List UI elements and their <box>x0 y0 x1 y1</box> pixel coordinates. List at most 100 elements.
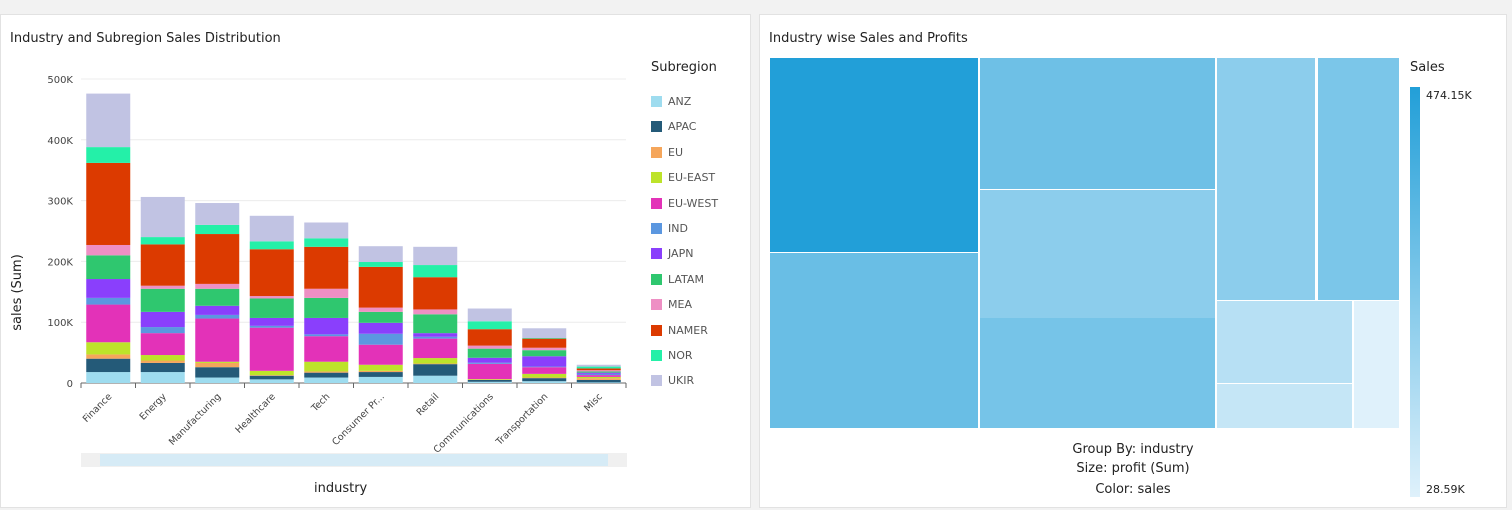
treemap-tile-consumer-products[interactable] <box>980 190 1215 318</box>
bar-segment-ind[interactable] <box>358 333 403 345</box>
bar-segment-ukir[interactable] <box>249 215 294 242</box>
treemap-tile-misc[interactable] <box>1354 301 1399 428</box>
bar-segment-eu[interactable] <box>195 362 240 368</box>
bar-segment-eu-east[interactable] <box>576 376 621 379</box>
treemap-tile-tech[interactable] <box>1318 58 1399 300</box>
bar-segment-latam[interactable] <box>304 297 349 318</box>
bar-segment-japn[interactable] <box>522 356 567 367</box>
bar-segment-nor[interactable] <box>467 321 512 330</box>
bar-segment-nor[interactable] <box>413 265 458 278</box>
bar-segment-namer[interactable] <box>86 162 131 245</box>
bar-segment-latam[interactable] <box>522 350 567 357</box>
legend-item-ind[interactable]: IND <box>651 222 688 235</box>
bar-segment-japn[interactable] <box>304 317 349 335</box>
bar-segment-ukir[interactable] <box>195 203 240 225</box>
bar-segment-eu-west[interactable] <box>86 304 131 343</box>
bar-segment-nor[interactable] <box>522 338 567 339</box>
bar-segment-mea[interactable] <box>304 288 349 298</box>
bar-segment-nor[interactable] <box>86 147 131 163</box>
bar-segment-japn[interactable] <box>86 279 131 298</box>
bar-segment-namer[interactable] <box>304 246 349 289</box>
bar-segment-namer[interactable] <box>140 244 185 286</box>
bar-segment-apac[interactable] <box>467 379 512 382</box>
bar-segment-anz[interactable] <box>304 377 349 383</box>
bar-segment-mea[interactable] <box>249 296 294 299</box>
bar-segment-apac[interactable] <box>249 375 294 380</box>
bar-segment-eu-east[interactable] <box>358 364 403 371</box>
bar-segment-eu-west[interactable] <box>195 318 240 362</box>
bar-segment-japn[interactable] <box>576 372 621 374</box>
bar-segment-ind[interactable] <box>522 366 567 368</box>
bar-segment-ind[interactable] <box>86 297 131 305</box>
bar-segment-eu-east[interactable] <box>249 370 294 376</box>
bar-segment-latam[interactable] <box>249 298 294 318</box>
bar-segment-eu[interactable] <box>576 378 621 380</box>
bar-segment-eu-west[interactable] <box>522 367 567 374</box>
bar-segment-mea[interactable] <box>576 370 621 372</box>
bar-segment-latam[interactable] <box>358 311 403 323</box>
bar-segment-eu-east[interactable] <box>140 355 185 361</box>
bar-segment-mea[interactable] <box>358 307 403 312</box>
bar-segment-apac[interactable] <box>140 362 185 373</box>
bar-segment-apac[interactable] <box>86 358 131 373</box>
bar-segment-nor[interactable] <box>576 366 621 369</box>
bar-segment-eu-east[interactable] <box>304 361 349 372</box>
bar-segment-anz[interactable] <box>413 375 458 383</box>
bar-segment-ukir[interactable] <box>358 246 403 263</box>
legend-item-eu[interactable]: EU <box>651 146 683 159</box>
treemap-tile-finance[interactable] <box>770 58 978 252</box>
bar-segment-eu[interactable] <box>358 370 403 373</box>
bar-segment-eu-west[interactable] <box>358 344 403 365</box>
bar-segment-eu-west[interactable] <box>249 327 294 371</box>
bar-segment-namer[interactable] <box>249 249 294 297</box>
bar-segment-apac[interactable] <box>522 378 567 382</box>
bar-segment-eu-west[interactable] <box>304 336 349 362</box>
bar-segment-ukir[interactable] <box>86 93 131 148</box>
treemap-tile-energy[interactable] <box>770 253 978 428</box>
bar-segment-eu[interactable] <box>140 360 185 363</box>
bar-segment-latam[interactable] <box>413 314 458 334</box>
bar-segment-apac[interactable] <box>413 364 458 376</box>
legend-item-eu-east[interactable]: EU-EAST <box>651 171 715 184</box>
legend-item-anz[interactable]: ANZ <box>651 95 691 108</box>
bar-segment-eu[interactable] <box>522 377 567 379</box>
bar-segment-apac[interactable] <box>576 379 621 383</box>
bar-segment-eu-east[interactable] <box>195 361 240 363</box>
bar-segment-eu[interactable] <box>86 354 131 359</box>
bar-segment-nor[interactable] <box>195 224 240 235</box>
treemap-tile-communications[interactable] <box>1217 301 1352 383</box>
bar-segment-eu[interactable] <box>249 375 294 376</box>
bar-segment-anz[interactable] <box>140 372 185 383</box>
bar-segment-eu-east[interactable] <box>86 342 131 355</box>
scrollbar-thumb[interactable] <box>100 454 608 466</box>
bar-segment-namer[interactable] <box>467 329 512 346</box>
treemap-tile-manufacturing[interactable] <box>980 58 1215 189</box>
legend-item-namer[interactable]: NAMER <box>651 324 708 337</box>
bar-segment-ukir[interactable] <box>413 246 458 266</box>
bar-segment-ind[interactable] <box>576 373 621 376</box>
bar-segment-apac[interactable] <box>358 372 403 377</box>
bar-segment-namer[interactable] <box>522 338 567 348</box>
bar-segment-namer[interactable] <box>576 368 621 371</box>
bar-segment-anz[interactable] <box>86 372 131 383</box>
bar-segment-ind[interactable] <box>140 327 185 334</box>
bar-segment-ind[interactable] <box>195 314 240 319</box>
bar-segment-anz[interactable] <box>249 379 294 383</box>
bar-segment-ind[interactable] <box>413 336 458 339</box>
bar-segment-anz[interactable] <box>358 376 403 383</box>
bar-segment-japn[interactable] <box>358 322 403 334</box>
treemap-tile-healthcare[interactable] <box>980 318 1215 428</box>
bar-segment-mea[interactable] <box>140 285 185 289</box>
bar-segment-anz[interactable] <box>576 382 621 383</box>
bar-segment-japn[interactable] <box>140 311 185 328</box>
bar-segment-latam[interactable] <box>576 371 621 373</box>
bar-segment-ukir[interactable] <box>522 328 567 339</box>
bar-segment-nor[interactable] <box>358 262 403 267</box>
bar-segment-japn[interactable] <box>195 305 240 315</box>
bar-segment-anz[interactable] <box>467 381 512 383</box>
bar-segment-ukir[interactable] <box>140 196 185 238</box>
bar-segment-mea[interactable] <box>522 347 567 351</box>
bar-segment-anz[interactable] <box>522 381 567 383</box>
bar-segment-anz[interactable] <box>195 377 240 383</box>
bar-segment-nor[interactable] <box>249 241 294 250</box>
